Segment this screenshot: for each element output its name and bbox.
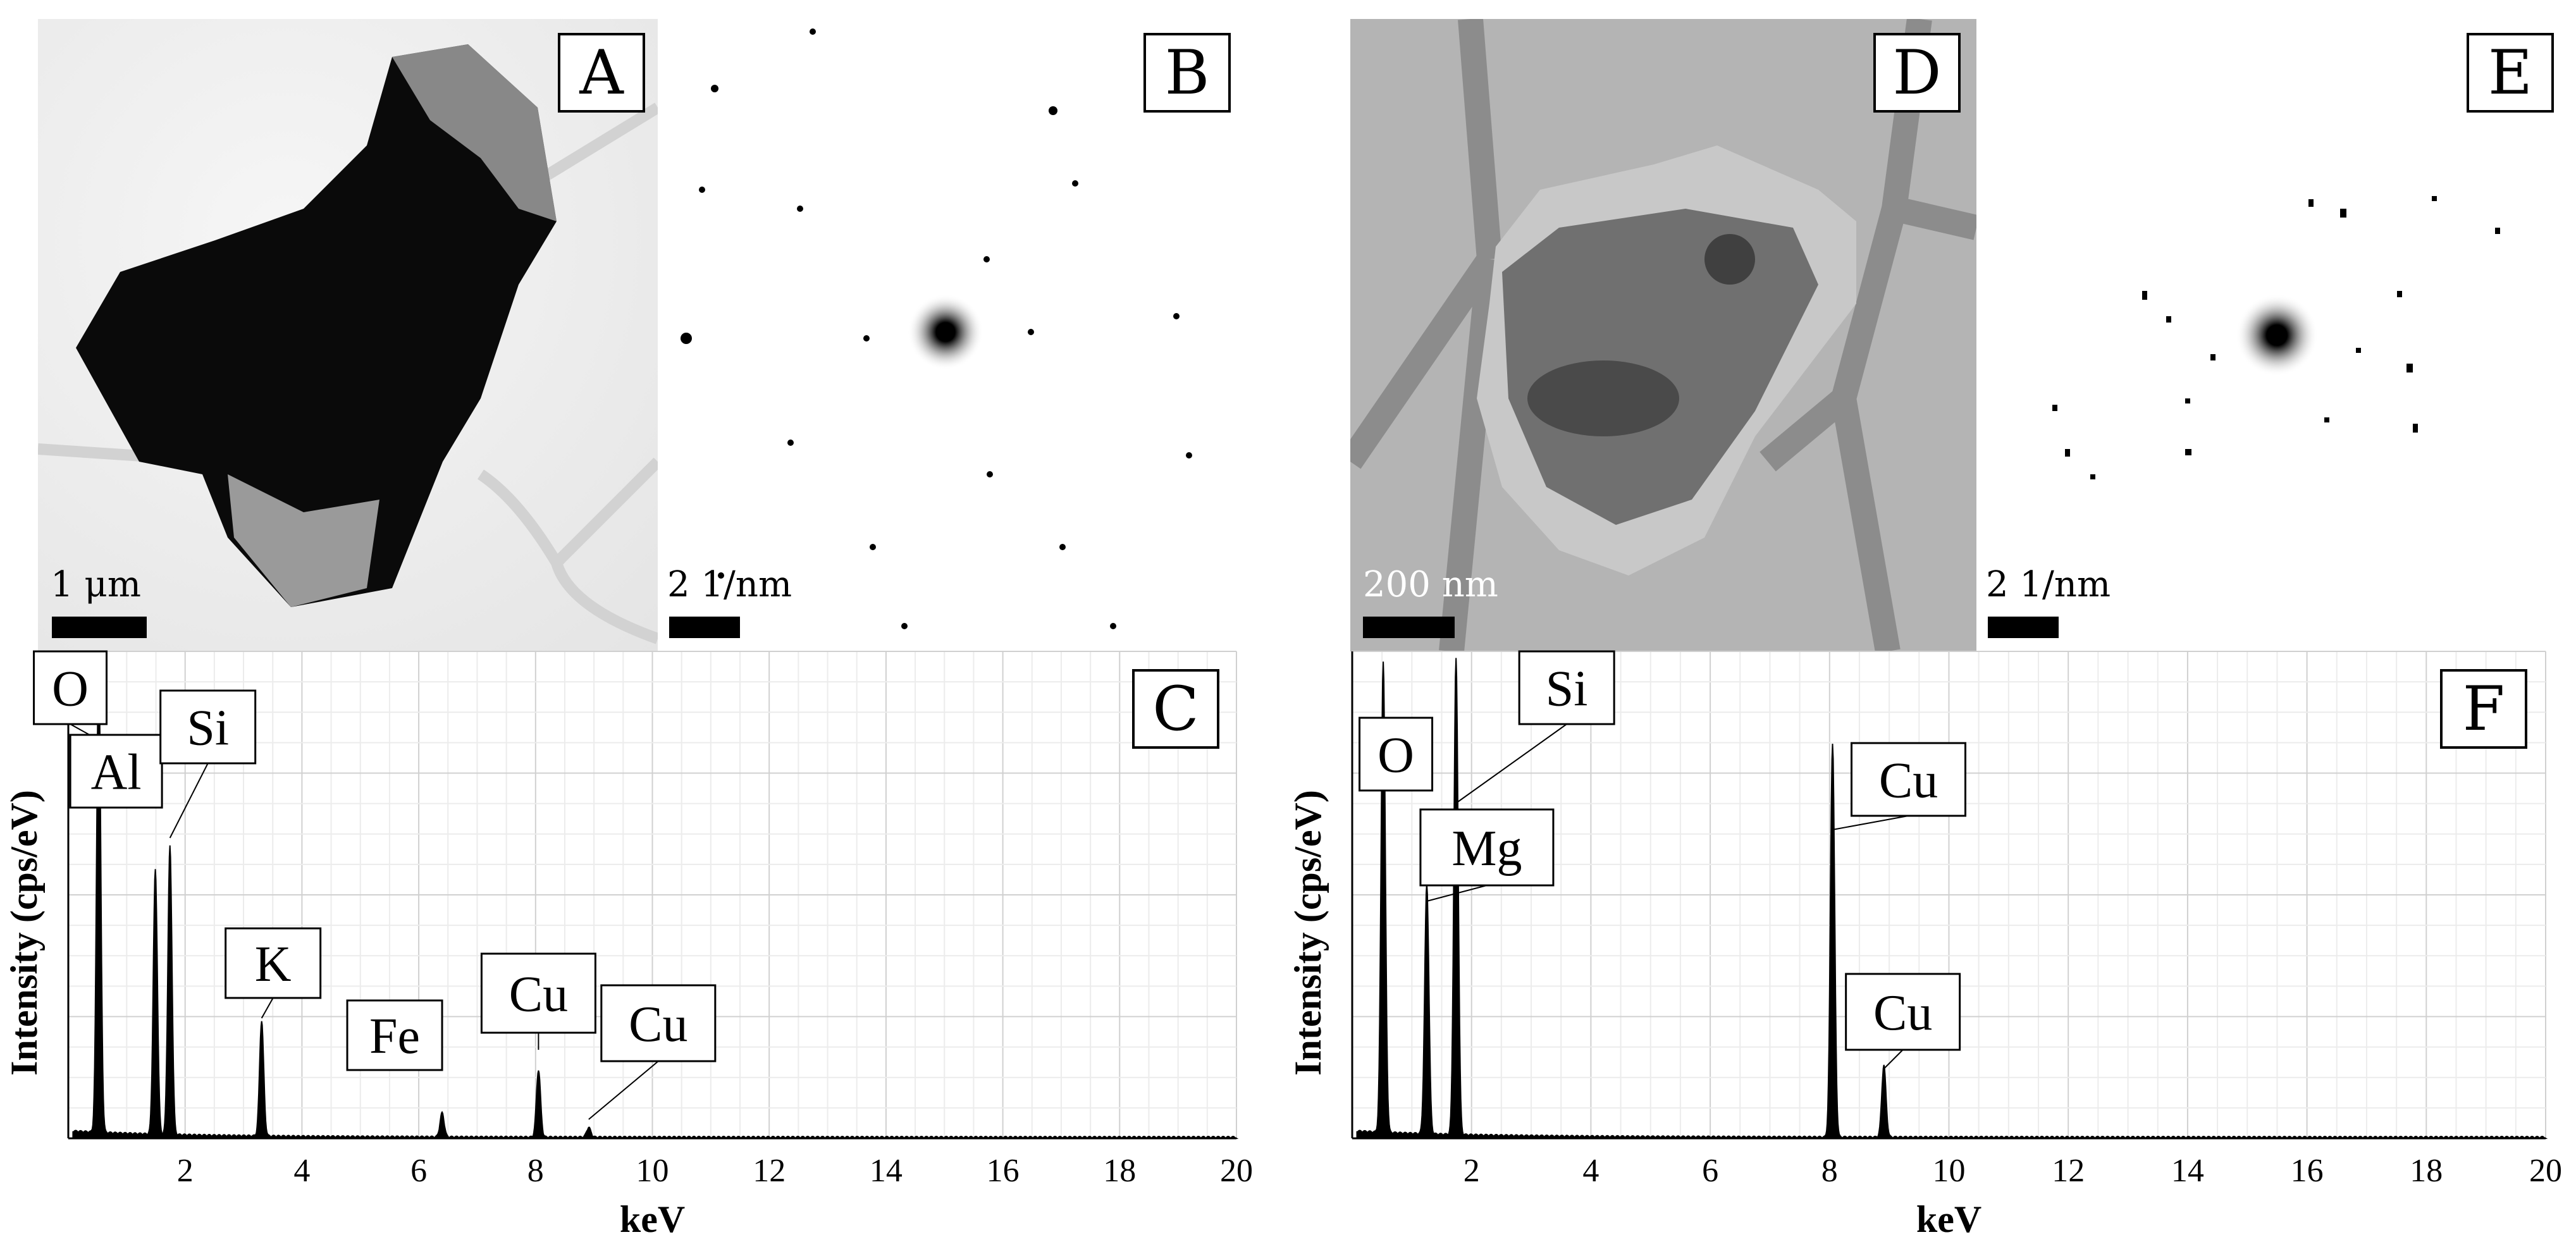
- peak-label-text: Mg: [1451, 821, 1522, 877]
- eds-spectrum-c: 2 4 6 8 10 12 14 16 18 20 keV Intensity (cps/eV) O Al…: [0, 650, 1265, 1249]
- peak-leader-line: [588, 1061, 659, 1120]
- peak-label-box: [1851, 742, 1967, 817]
- x-tick-label: 18: [1103, 1153, 1136, 1189]
- x-tick-label: 2: [1464, 1153, 1480, 1189]
- scale-bar-b: [669, 617, 740, 638]
- scale-text-e: 2 1/nm: [1986, 564, 2111, 605]
- eds-spectrum-f: 2 4 6 8 10 12 14 16 18 20 keV Intensity (cps/eV) O Mg…: [1284, 650, 2576, 1249]
- scale-bar-e: [1988, 617, 2059, 638]
- peak-label-text: Cu: [509, 967, 568, 1023]
- panel-label-f: F: [2440, 669, 2527, 749]
- eds-chart-f: 2 4 6 8 10 12 14 16 18 20 keV Intensity (cps/eV) O Mg…: [1287, 650, 2562, 1240]
- scale-text-d: 200 nm: [1363, 564, 1498, 605]
- peak-label-al: Al: [69, 734, 163, 809]
- peak-label-text: O: [1377, 728, 1414, 784]
- x-tick-label: 6: [1702, 1153, 1718, 1189]
- peak-label-text: Fe: [369, 1009, 420, 1064]
- peak-leader-line: [169, 763, 209, 839]
- peak-label-mg: Mg: [1419, 808, 1555, 902]
- panel-label-c: C: [1132, 669, 1219, 749]
- saed-pattern-b: [658, 19, 1243, 651]
- panel-label-e: E: [2467, 33, 2554, 113]
- x-axis-title: keV: [1916, 1198, 1981, 1240]
- tem-image-d: [1350, 19, 1976, 651]
- peak-label-text: Si: [1546, 661, 1588, 717]
- x-tick-label: 20: [2529, 1153, 2562, 1189]
- peak-label-box: [1419, 808, 1555, 887]
- spectrum-trace: [1356, 658, 2548, 1140]
- tem-image-a: [38, 19, 658, 651]
- x-tick-label: 8: [527, 1153, 544, 1189]
- peak-label-cu: Cu: [588, 984, 717, 1120]
- peak-leader-line: [1832, 815, 1909, 830]
- peak-label-box: [346, 999, 443, 1071]
- x-tick-label: 10: [1933, 1153, 1966, 1189]
- peak-label-o: O: [1359, 717, 1434, 792]
- peak-label-text: Cu: [629, 997, 687, 1052]
- peak-label-fe: Fe: [346, 999, 443, 1071]
- x-tick-label: 12: [753, 1153, 786, 1189]
- peak-leader-line: [261, 997, 274, 1019]
- diffraction-spots-b: [658, 19, 1243, 651]
- panel-label-d: D: [1873, 33, 1961, 113]
- x-tick-label: 6: [410, 1153, 427, 1189]
- peak-label-box: [69, 734, 163, 809]
- scale-text-a: 1 μm: [51, 564, 141, 605]
- x-axis-title: keV: [620, 1198, 685, 1240]
- peak-label-cu: Cu: [1845, 973, 1961, 1069]
- peak-label-si: Si: [159, 689, 257, 839]
- peak-label-cu: Cu: [480, 952, 596, 1050]
- panel-label-b: B: [1143, 33, 1231, 113]
- y-axis-title: Intensity (cps/eV): [3, 790, 45, 1076]
- peak-label-box: [1518, 650, 1615, 725]
- x-tick-label: 4: [1582, 1153, 1599, 1189]
- scale-text-b: 2 1/nm: [667, 564, 792, 605]
- x-tick-label: 14: [870, 1153, 903, 1189]
- peak-label-si: Si: [1455, 650, 1615, 804]
- x-tick-label: 16: [2291, 1153, 2324, 1189]
- peak-label-box: [1359, 717, 1434, 792]
- peak-label-text: Al: [91, 745, 142, 801]
- peak-label-o: O: [33, 650, 108, 741]
- diffraction-spots-e: [1976, 19, 2576, 651]
- x-tick-label: 16: [987, 1153, 1020, 1189]
- peak-label-text: O: [52, 661, 89, 717]
- peak-label-cu: Cu: [1832, 742, 1967, 830]
- x-tick-label: 2: [177, 1153, 194, 1189]
- peak-label-text: Si: [187, 701, 229, 756]
- peak-label-box: [225, 927, 322, 999]
- plot-grid: [68, 651, 1237, 1139]
- x-tick-label: 10: [636, 1153, 669, 1189]
- scale-bar-d: [1363, 617, 1455, 638]
- peak-label-text: Cu: [1873, 985, 1932, 1041]
- x-tick-label: 4: [293, 1153, 310, 1189]
- peak-label-box: [1845, 973, 1961, 1051]
- y-axis-title: Intensity (cps/eV): [1287, 790, 1329, 1076]
- peak-leader-line: [1455, 723, 1567, 804]
- eds-chart-c: 2 4 6 8 10 12 14 16 18 20 keV Intensity (cps/eV) OAl…: [3, 650, 1253, 1240]
- x-tick-label: 18: [2410, 1153, 2443, 1189]
- panel-label-a: A: [558, 33, 645, 113]
- peak-label-box: [33, 650, 108, 725]
- peak-leader-line: [1883, 1049, 1904, 1069]
- x-tick-label: 12: [2052, 1153, 2085, 1189]
- peak-label-k: K: [225, 927, 322, 1019]
- peak-label-box: [600, 984, 717, 1062]
- peak-leader-line: [1426, 885, 1488, 902]
- x-tick-label: 14: [2171, 1153, 2204, 1189]
- peak-label-box: [480, 952, 596, 1034]
- peak-label-box: [159, 689, 257, 765]
- peak-label-text: Cu: [1879, 753, 1938, 809]
- x-tick-label: 8: [1821, 1153, 1838, 1189]
- scale-bar-a: [52, 617, 147, 638]
- x-tick-label: 20: [1220, 1153, 1253, 1189]
- tem-particle-a: [38, 19, 658, 651]
- saed-pattern-e: [1976, 19, 2576, 651]
- tem-particle-d: [1350, 19, 1976, 651]
- peak-label-text: K: [255, 937, 292, 992]
